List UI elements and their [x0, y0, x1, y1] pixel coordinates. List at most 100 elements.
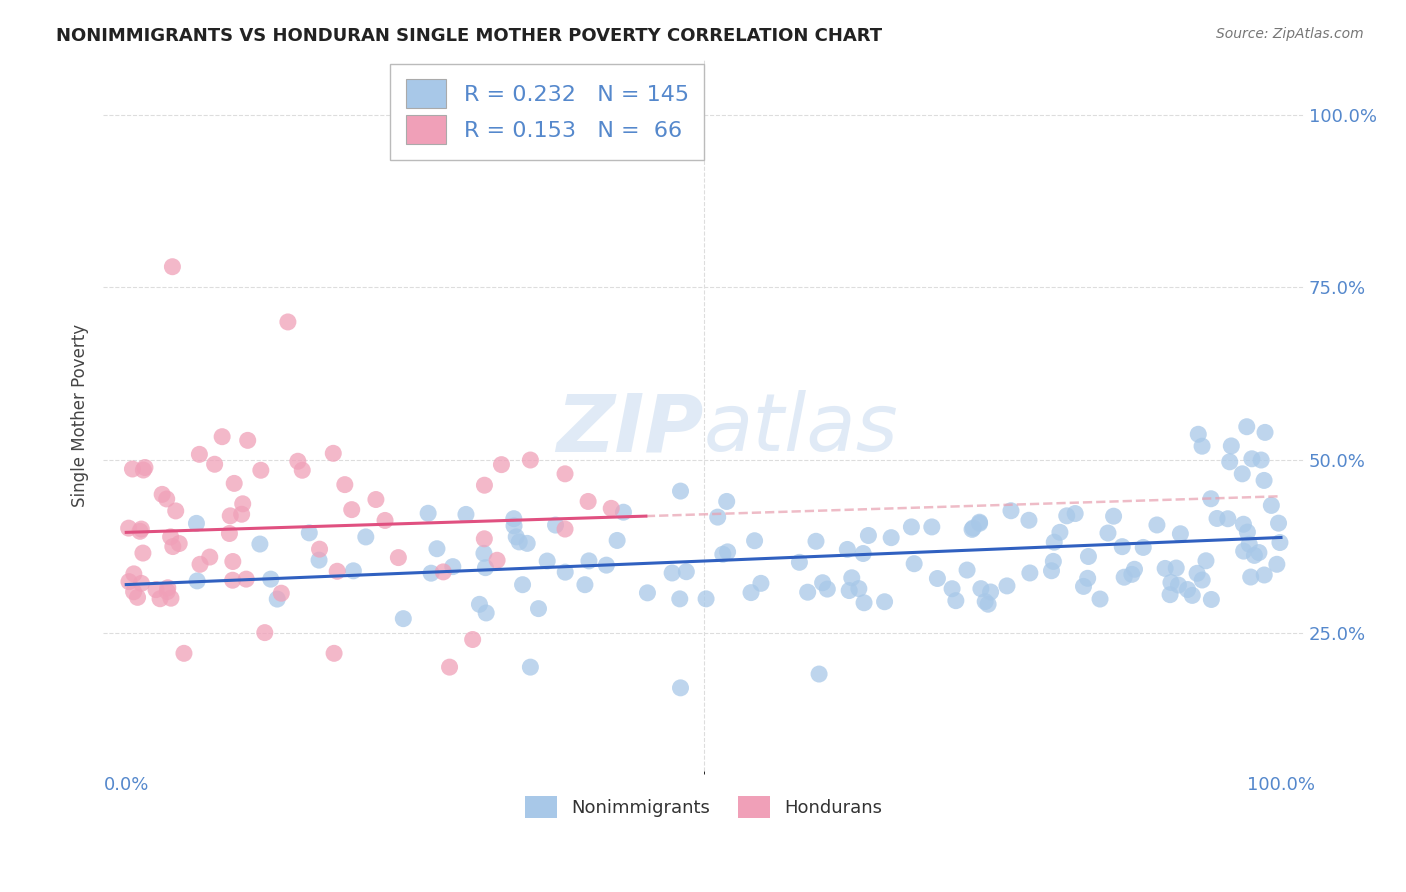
Point [149, 591, 172, 606]
Point [340, 502, 363, 516]
Point [789, 555, 811, 569]
Point [740, 585, 762, 599]
Point [374, 513, 396, 527]
Point [1177, 582, 1199, 597]
Point [974, 594, 997, 608]
Point [219, 508, 242, 523]
Point [669, 484, 692, 499]
Point [1000, 504, 1022, 518]
Point [270, 586, 292, 600]
Point [249, 537, 271, 551]
Point [661, 566, 683, 580]
Point [364, 492, 387, 507]
Point [519, 660, 541, 674]
Point [231, 507, 253, 521]
Point [1154, 561, 1177, 575]
Point [156, 491, 179, 506]
Point [945, 593, 967, 607]
Point [1043, 535, 1066, 549]
Point [439, 660, 461, 674]
Point [1240, 451, 1263, 466]
Point [486, 553, 509, 567]
Point [1239, 537, 1261, 551]
Legend: Nonimmigrants, Hondurans: Nonimmigrants, Hondurans [517, 789, 890, 826]
Point [1049, 525, 1071, 540]
Point [235, 572, 257, 586]
Point [574, 577, 596, 591]
Point [145, 582, 167, 597]
Point [1160, 575, 1182, 590]
Point [1236, 419, 1258, 434]
Point [536, 554, 558, 568]
Point [956, 563, 979, 577]
Point [1166, 561, 1188, 575]
Point [1216, 512, 1239, 526]
Point [156, 581, 179, 595]
Point [1077, 549, 1099, 564]
Point [927, 572, 949, 586]
Point [132, 463, 155, 477]
Point [980, 585, 1002, 599]
Point [121, 462, 143, 476]
Point [1233, 544, 1256, 558]
Point [606, 533, 628, 548]
Point [1170, 526, 1192, 541]
Point [808, 667, 831, 681]
Point [1199, 491, 1222, 506]
Point [260, 572, 283, 586]
Point [162, 540, 184, 554]
Point [150, 487, 173, 501]
Point [122, 584, 145, 599]
Point [173, 646, 195, 660]
Point [1191, 573, 1213, 587]
Point [1114, 570, 1136, 584]
Point [804, 534, 827, 549]
Point [1253, 474, 1275, 488]
Point [837, 542, 859, 557]
Point [796, 585, 818, 599]
Point [1236, 525, 1258, 540]
Point [1247, 545, 1270, 559]
Point [749, 576, 772, 591]
Point [962, 521, 984, 535]
Point [277, 315, 299, 329]
Point [387, 550, 409, 565]
Point [186, 516, 208, 531]
Point [815, 582, 838, 596]
Point [669, 681, 692, 695]
Point [127, 591, 149, 605]
Point [129, 524, 152, 539]
Point [1220, 439, 1243, 453]
Point [1077, 571, 1099, 585]
Point [159, 530, 181, 544]
Point [308, 553, 330, 567]
Point [266, 592, 288, 607]
Point [308, 542, 330, 557]
Point [1018, 513, 1040, 527]
Point [1097, 526, 1119, 541]
Point [853, 596, 876, 610]
Point [1206, 511, 1229, 525]
Point [1146, 518, 1168, 533]
Point [250, 463, 273, 477]
Point [1250, 453, 1272, 467]
Point [841, 571, 863, 585]
Point [253, 625, 276, 640]
Point [838, 583, 860, 598]
Point [1240, 570, 1263, 584]
Point [1018, 566, 1040, 580]
Point [326, 564, 349, 578]
Point [188, 447, 211, 461]
Point [342, 564, 364, 578]
Text: NONIMMIGRANTS VS HONDURAN SINGLE MOTHER POVERTY CORRELATION CHART: NONIMMIGRANTS VS HONDURAN SINGLE MOTHER … [56, 27, 883, 45]
Point [475, 606, 498, 620]
Point [224, 476, 246, 491]
Point [960, 522, 983, 536]
Point [392, 612, 415, 626]
Point [291, 463, 314, 477]
Point [474, 560, 496, 574]
Point [1056, 508, 1078, 523]
Point [221, 573, 243, 587]
Point [636, 586, 658, 600]
Point [1243, 549, 1265, 563]
